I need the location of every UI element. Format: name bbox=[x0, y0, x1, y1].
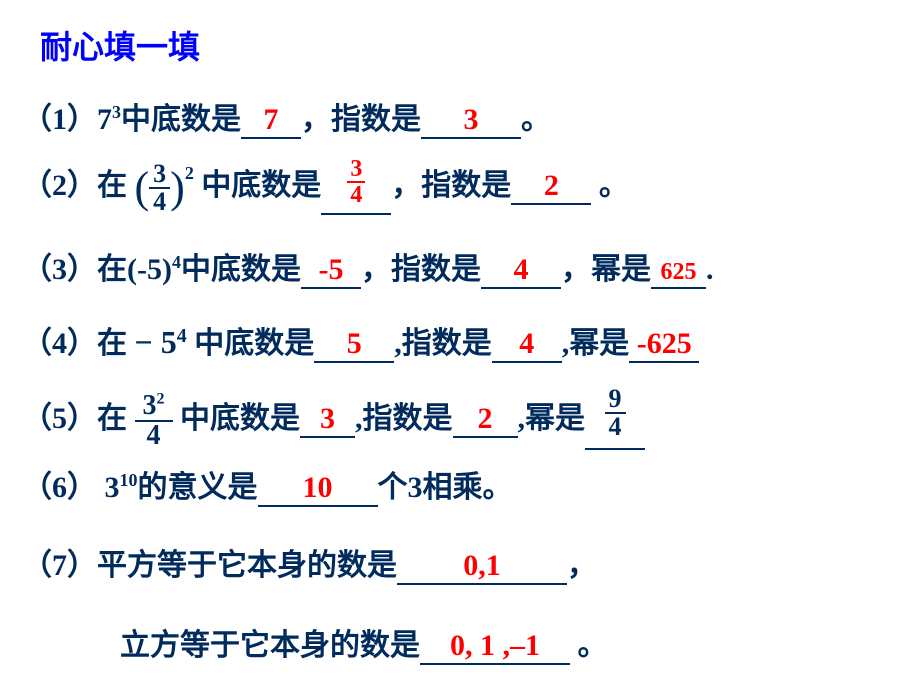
q2-ans1-den: 4 bbox=[347, 183, 365, 207]
q4-blank-exp: 4 bbox=[492, 327, 562, 363]
q6-blank: 10 bbox=[258, 471, 378, 507]
q2-blank-base: 34 bbox=[321, 163, 391, 215]
q7-ans2: 0, 1 ,–1 bbox=[450, 629, 540, 662]
q2-prefix: （2）在 bbox=[22, 169, 135, 202]
q4-ans2: 4 bbox=[519, 327, 534, 360]
q5-mid2: ,指数是 bbox=[355, 402, 453, 435]
q2-ans1-num: 3 bbox=[347, 157, 365, 183]
q2-mid1: 中底数是 bbox=[194, 169, 322, 202]
question-2: （2）在 (34)2 中底数是34，指数是2 。 bbox=[22, 160, 629, 215]
q1-blank-base: 7 bbox=[241, 103, 301, 139]
lparen-icon: ( bbox=[135, 166, 150, 210]
q2-suffix: 。 bbox=[591, 169, 629, 202]
q3-suffix: . bbox=[706, 253, 714, 286]
q5-blank-exp: 2 bbox=[453, 402, 518, 438]
q4-blank-base: 5 bbox=[314, 327, 394, 363]
q7-line1-prefix: （7）平方等于它本身的数是 bbox=[22, 549, 397, 582]
q4-exp: 4 bbox=[177, 325, 187, 347]
q1-blank-exp: 3 bbox=[421, 103, 521, 139]
q4-blank-pow: -625 bbox=[629, 327, 699, 363]
q2-mid2: ，指数是 bbox=[391, 169, 511, 202]
q5-mid3: ,幂是 bbox=[518, 402, 586, 435]
q5-ans1: 3 bbox=[320, 402, 335, 435]
q2-ans1-frac: 34 bbox=[347, 157, 365, 207]
question-3: （3）在(-5)4中底数是-5，指数是4，幂是625. bbox=[22, 244, 713, 289]
q2-frac: 34 bbox=[149, 161, 170, 215]
q2-ans2: 2 bbox=[544, 169, 559, 202]
q5-frac-num-wrap: 32 bbox=[135, 392, 173, 422]
q4-prefix: （4）在 bbox=[22, 327, 135, 360]
q5-prefix: （5）在 bbox=[22, 402, 135, 435]
q5-mid1: 中底数是 bbox=[173, 402, 301, 435]
question-5: （5）在 324 中底数是3,指数是2,幂是94 bbox=[22, 392, 645, 450]
q5-frac: 324 bbox=[135, 392, 173, 450]
q5-ans2: 2 bbox=[478, 402, 493, 435]
question-1: （1）73中底数是7，指数是3。 bbox=[22, 94, 551, 139]
q7-line2-suffix: 。 bbox=[570, 629, 608, 662]
q4-ans1: 5 bbox=[347, 327, 362, 360]
q6-exp: 10 bbox=[120, 470, 138, 490]
q3-mid2: ，指数是 bbox=[361, 253, 481, 286]
q6-prefix: （6） 3 bbox=[22, 471, 120, 504]
q2-frac-num: 3 bbox=[149, 161, 170, 189]
q1-prefix: （1）7 bbox=[22, 103, 112, 136]
q4-mid2: ,指数是 bbox=[394, 327, 492, 360]
q5-blank-pow: 94 bbox=[585, 394, 645, 450]
q5-ans3-den: 4 bbox=[605, 414, 626, 440]
q5-ans3-num: 9 bbox=[605, 386, 626, 414]
q7-blank1: 0,1 bbox=[397, 549, 567, 585]
q6-mid1: 的意义是 bbox=[138, 471, 258, 504]
q4-base: − 5 bbox=[135, 324, 177, 360]
q3-ans2: 4 bbox=[513, 253, 528, 286]
q5-frac-num-exp: 2 bbox=[157, 391, 165, 408]
q7-ans1: 0,1 bbox=[463, 549, 501, 582]
q2-blank-exp: 2 bbox=[511, 169, 591, 205]
section-title: 耐心填一填 bbox=[40, 22, 200, 68]
q1-suffix: 。 bbox=[521, 103, 551, 136]
q5-ans3-frac: 94 bbox=[605, 386, 626, 440]
q4-mid3: ,幂是 bbox=[562, 327, 630, 360]
question-7a: （7）平方等于它本身的数是 0,1 ， bbox=[22, 540, 597, 585]
q7-blank2: 0, 1 ,–1 bbox=[420, 629, 570, 665]
q5-frac-den: 4 bbox=[135, 422, 173, 450]
q1-mid2: ，指数是 bbox=[301, 103, 421, 136]
q2-exp: 2 bbox=[185, 163, 194, 183]
q3-blank-pow: 625 bbox=[651, 253, 706, 289]
q3-mid3: ，幂是 bbox=[561, 253, 651, 286]
q3-blank-exp: 4 bbox=[481, 253, 561, 289]
q5-frac-num: 3 bbox=[143, 390, 157, 421]
q3-ans3: 625 bbox=[660, 259, 696, 285]
q6-ans1: 10 bbox=[303, 471, 333, 504]
q3-blank-base: -5 bbox=[301, 253, 361, 289]
question-6: （6） 310的意义是10个3相乘。 bbox=[22, 462, 513, 507]
q4-mid1: 中底数是 bbox=[187, 327, 315, 360]
q1-ans1: 7 bbox=[264, 103, 279, 136]
q7-line1-suffix: ， bbox=[567, 549, 597, 582]
q3-prefix: （3）在(-5) bbox=[22, 253, 172, 286]
q1-ans2: 3 bbox=[464, 103, 479, 136]
q1-mid1: 中底数是 bbox=[121, 103, 241, 136]
q3-exp: 4 bbox=[172, 252, 181, 272]
question-4: （4）在 − 54 中底数是5,指数是4,幂是-625 bbox=[22, 318, 699, 363]
q6-suffix: 个3相乘。 bbox=[378, 471, 513, 504]
q4-ans3: -625 bbox=[637, 327, 692, 360]
rparen-icon: ) bbox=[170, 166, 185, 210]
q5-blank-base: 3 bbox=[300, 402, 355, 438]
q7-line2-prefix: 立方等于它本身的数是 bbox=[120, 629, 420, 662]
q1-exp: 3 bbox=[112, 102, 121, 122]
q3-ans1: -5 bbox=[318, 253, 343, 286]
q2-frac-paren: (34) bbox=[135, 161, 185, 215]
q3-mid1: 中底数是 bbox=[181, 253, 301, 286]
q2-frac-den: 4 bbox=[149, 189, 170, 215]
question-7b: 立方等于它本身的数是 0, 1 ,–1 。 bbox=[120, 620, 608, 665]
